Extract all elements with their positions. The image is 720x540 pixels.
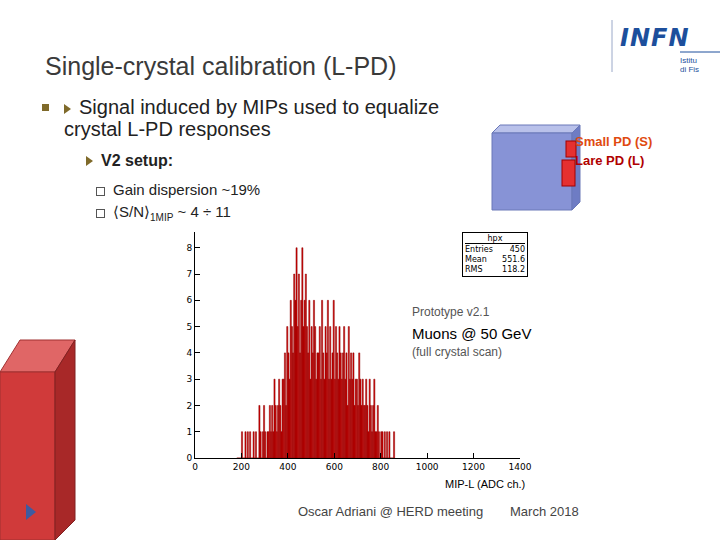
- svg-text:0: 0: [186, 453, 192, 463]
- svg-text:1200: 1200: [462, 462, 485, 472]
- svg-text:Prototype v2.1: Prototype v2.1: [412, 305, 490, 319]
- svg-text:0: 0: [192, 462, 198, 472]
- html-text:118.2: 118.2: [502, 265, 525, 274]
- html-text:Signal induced by MIPs used to: Signal induced by MIPs used to equalize …: [64, 96, 440, 140]
- svg-text:MIP-L (ADC ch.): MIP-L (ADC ch.): [445, 478, 525, 490]
- html-text:551.6: 551.6: [502, 255, 525, 264]
- svg-text:600: 600: [326, 462, 343, 472]
- html-text:Single-crystal calibration (L-: Single-crystal calibration (L-PD): [45, 52, 397, 80]
- html-text:hpx: hpx: [487, 234, 503, 243]
- svg-text:3: 3: [186, 374, 192, 384]
- svg-text:7: 7: [186, 269, 192, 279]
- html-text:di Fis: di Fis: [680, 65, 700, 74]
- html-text:Lare PD (L): Lare PD (L): [575, 153, 645, 168]
- svg-text:200: 200: [233, 462, 250, 472]
- html-text:V2 setup:: V2 setup:: [101, 152, 173, 169]
- html-text:Mean: Mean: [465, 255, 487, 264]
- html-text:RMS: RMS: [465, 265, 483, 274]
- svg-text:6: 6: [186, 295, 192, 305]
- svg-text:8: 8: [186, 243, 192, 253]
- svg-text:Muons @ 50 GeV: Muons @ 50 GeV: [412, 325, 531, 342]
- html-text:Small PD (S): Small PD (S): [575, 134, 653, 149]
- svg-text:1400: 1400: [509, 462, 532, 472]
- svg-text:400: 400: [279, 462, 296, 472]
- svg-text:1: 1: [186, 427, 192, 437]
- svg-text:1000: 1000: [416, 462, 439, 472]
- html-text:Entries: Entries: [465, 245, 493, 254]
- html-text:INFN: INFN: [620, 24, 690, 52]
- html-text:⟨S/N⟩1MIP~ 4 ÷ 11: ⟨S/N⟩1MIP~ 4 ÷ 11: [113, 203, 231, 223]
- html-text:Istitu: Istitu: [680, 56, 697, 65]
- html-text:450: 450: [509, 245, 525, 254]
- svg-text:2: 2: [186, 401, 192, 411]
- svg-text:800: 800: [372, 462, 389, 472]
- svg-text:4: 4: [186, 348, 192, 358]
- html-text:Oscar Adriani @ HERD meeting: Oscar Adriani @ HERD meeting: [298, 504, 484, 519]
- html-text:March 2018: March 2018: [510, 504, 579, 519]
- html-text:Gain dispersion ~19%: Gain dispersion ~19%: [113, 181, 261, 198]
- svg-text:5: 5: [186, 322, 192, 332]
- svg-text:(full crystal scan): (full crystal scan): [412, 345, 502, 359]
